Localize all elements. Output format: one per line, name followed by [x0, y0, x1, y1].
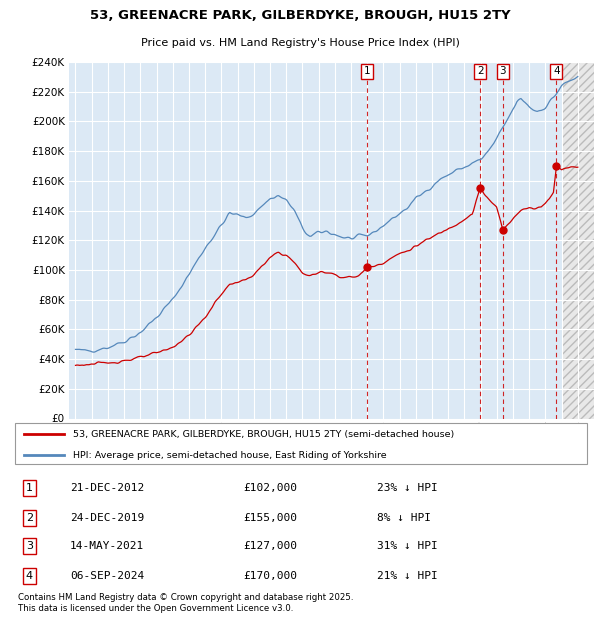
Text: 3: 3: [26, 541, 33, 551]
Text: £127,000: £127,000: [244, 541, 298, 551]
Text: 1: 1: [26, 483, 33, 493]
Bar: [562, 62, 600, 419]
Text: £170,000: £170,000: [244, 571, 298, 581]
Text: 1: 1: [364, 66, 370, 76]
Text: 3: 3: [499, 66, 506, 76]
Text: 8% ↓ HPI: 8% ↓ HPI: [377, 513, 431, 523]
Text: 31% ↓ HPI: 31% ↓ HPI: [377, 541, 437, 551]
Text: Price paid vs. HM Land Registry's House Price Index (HPI): Price paid vs. HM Land Registry's House …: [140, 38, 460, 48]
Text: 2: 2: [477, 66, 484, 76]
Text: £102,000: £102,000: [244, 483, 298, 493]
Text: 06-SEP-2024: 06-SEP-2024: [70, 571, 144, 581]
Text: Contains HM Land Registry data © Crown copyright and database right 2025.
This d: Contains HM Land Registry data © Crown c…: [18, 593, 353, 613]
Text: HPI: Average price, semi-detached house, East Riding of Yorkshire: HPI: Average price, semi-detached house,…: [73, 451, 386, 459]
Text: 21-DEC-2012: 21-DEC-2012: [70, 483, 144, 493]
Text: 2: 2: [26, 513, 33, 523]
Text: 53, GREENACRE PARK, GILBERDYKE, BROUGH, HU15 2TY (semi-detached house): 53, GREENACRE PARK, GILBERDYKE, BROUGH, …: [73, 430, 454, 438]
Text: 4: 4: [553, 66, 560, 76]
Text: 53, GREENACRE PARK, GILBERDYKE, BROUGH, HU15 2TY: 53, GREENACRE PARK, GILBERDYKE, BROUGH, …: [89, 9, 511, 22]
Text: 14-MAY-2021: 14-MAY-2021: [70, 541, 144, 551]
FancyBboxPatch shape: [15, 423, 587, 464]
Text: 4: 4: [26, 571, 33, 581]
Text: 23% ↓ HPI: 23% ↓ HPI: [377, 483, 437, 493]
Text: 21% ↓ HPI: 21% ↓ HPI: [377, 571, 437, 581]
Text: 24-DEC-2019: 24-DEC-2019: [70, 513, 144, 523]
Text: £155,000: £155,000: [244, 513, 298, 523]
